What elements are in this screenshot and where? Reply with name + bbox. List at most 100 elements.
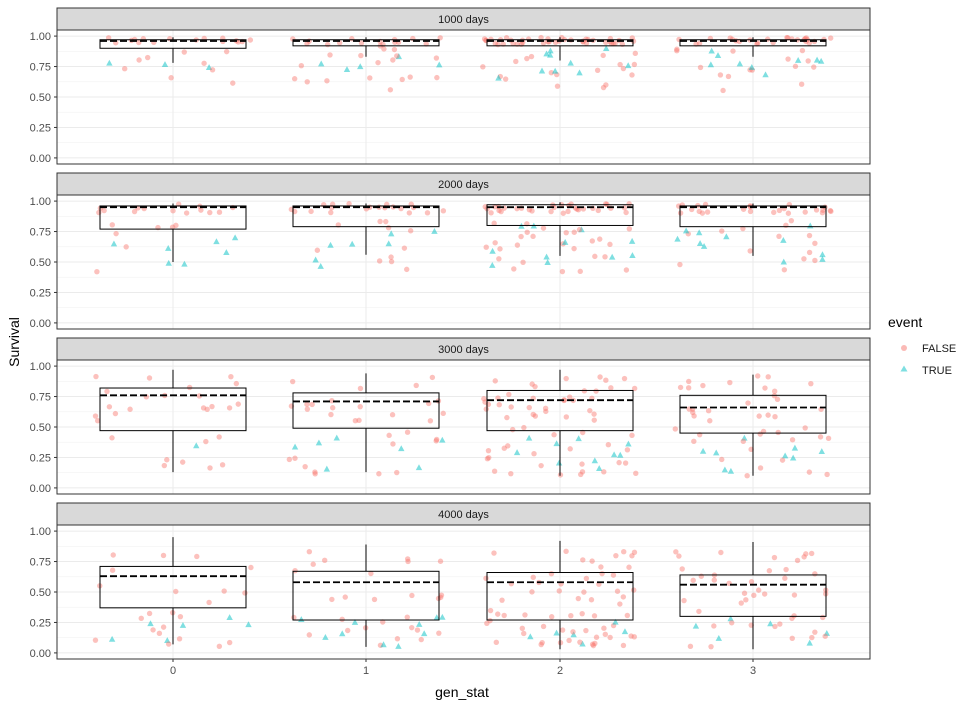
point-false — [437, 558, 444, 564]
point-true — [570, 631, 577, 638]
point-false — [438, 592, 445, 598]
point-false — [540, 623, 547, 630]
point-false — [593, 634, 600, 640]
point-false — [561, 397, 567, 403]
point-true — [388, 230, 395, 237]
point-false — [624, 447, 631, 453]
point-false — [743, 597, 749, 603]
point-false — [173, 222, 179, 229]
point-false — [314, 247, 321, 253]
point-false — [631, 549, 638, 555]
point-true — [819, 256, 826, 262]
point-false — [505, 443, 511, 449]
point-false — [156, 630, 163, 637]
point-true — [625, 440, 632, 447]
box-body — [99, 39, 247, 49]
point-false — [583, 575, 590, 582]
point-false — [755, 587, 762, 593]
point-false — [235, 401, 241, 407]
point-false — [705, 408, 712, 414]
point-false — [389, 412, 396, 418]
point-true — [543, 50, 550, 57]
point-true — [612, 618, 619, 625]
point-false — [519, 625, 526, 631]
facet-panel: 1000 days 0.00 0.25 0.50 0.75 1.00 — [30, 7, 871, 165]
facet-strip-label: 4000 days — [438, 509, 489, 521]
point-true — [621, 628, 629, 635]
point-false — [433, 55, 440, 61]
point-false — [563, 375, 569, 382]
point-false — [381, 46, 387, 52]
point-true — [610, 451, 618, 458]
point-false — [492, 378, 498, 384]
point-false — [383, 218, 389, 225]
point-false — [551, 204, 557, 211]
point-false — [538, 641, 544, 648]
box-body — [99, 205, 247, 230]
point-false — [727, 379, 733, 386]
boxplot — [679, 542, 827, 650]
point-true — [110, 240, 118, 247]
legend-title: event — [888, 314, 922, 330]
y-tick-label: 0.00 — [30, 153, 51, 165]
point-false — [801, 256, 807, 262]
point-false — [543, 408, 549, 415]
legend-key-true-triangle — [900, 365, 908, 372]
point-false — [508, 404, 514, 410]
point-false — [591, 613, 598, 619]
point-false — [719, 456, 725, 463]
point-false — [717, 72, 724, 78]
point-true — [723, 233, 730, 240]
point-false — [817, 434, 824, 440]
point-false — [386, 432, 392, 439]
point-false — [233, 380, 240, 387]
point-false — [761, 591, 768, 597]
point-false — [808, 550, 815, 557]
boxplot — [486, 540, 634, 650]
point-false — [529, 381, 535, 387]
point-false — [486, 454, 492, 461]
point-false — [201, 60, 207, 66]
boxplot — [292, 37, 440, 57]
point-false — [404, 429, 411, 435]
y-tick-label: 1.00 — [30, 196, 51, 208]
point-true — [339, 630, 346, 637]
point-false — [358, 40, 365, 46]
point-true — [343, 66, 351, 73]
point-false — [748, 446, 754, 453]
point-false — [169, 224, 176, 230]
facet-panel: 3000 days 0.00 0.25 0.50 0.75 1.00 — [30, 337, 871, 495]
point-false — [482, 399, 488, 405]
point-true — [147, 620, 154, 627]
point-true — [823, 629, 831, 636]
point-false — [181, 49, 187, 55]
point-false — [242, 590, 248, 596]
point-false — [629, 432, 635, 438]
point-false — [113, 230, 119, 237]
point-false — [375, 59, 381, 66]
point-true — [395, 53, 403, 60]
point-false — [109, 567, 116, 573]
point-false — [328, 411, 334, 418]
point-false — [785, 35, 791, 41]
point-false — [488, 210, 494, 216]
point-false — [626, 226, 633, 232]
point-false — [200, 405, 207, 411]
point-false — [589, 238, 595, 244]
point-false — [789, 615, 795, 622]
point-false — [779, 457, 786, 463]
point-false — [812, 629, 818, 635]
point-false — [577, 639, 583, 645]
point-true — [489, 262, 496, 268]
point-false — [783, 222, 789, 229]
point-false — [798, 81, 805, 87]
point-false — [506, 391, 512, 398]
point-false — [492, 240, 498, 246]
point-false — [791, 592, 798, 598]
point-false — [631, 385, 638, 392]
boxplot — [679, 203, 827, 256]
point-false — [503, 35, 510, 41]
point-false — [711, 577, 717, 583]
point-false — [791, 613, 797, 619]
point-false — [230, 80, 236, 86]
